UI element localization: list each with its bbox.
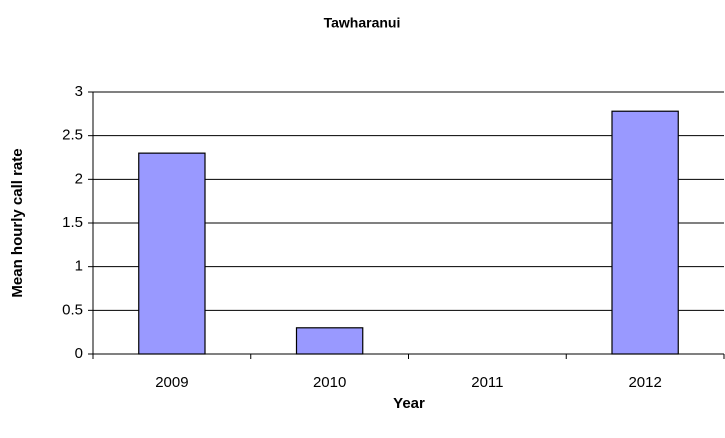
y-tick-label: 0 bbox=[75, 345, 83, 362]
y-tick-label: 3 bbox=[75, 83, 83, 100]
bar bbox=[138, 152, 206, 355]
y-tick-label: 0.5 bbox=[62, 301, 83, 318]
x-tick-label: 2012 bbox=[628, 374, 661, 391]
chart-title: Tawharanui bbox=[324, 15, 401, 31]
x-axis-label: Year bbox=[393, 395, 425, 412]
bar bbox=[611, 110, 679, 355]
y-axis-label: Mean hourly call rate bbox=[9, 148, 26, 297]
y-tick-label: 2 bbox=[75, 170, 83, 187]
y-tick-label: 2.5 bbox=[62, 127, 83, 144]
x-tick-label: 2009 bbox=[155, 374, 188, 391]
y-tick-label: 1.5 bbox=[62, 214, 83, 231]
x-tick-label: 2011 bbox=[471, 374, 503, 391]
bar bbox=[295, 327, 364, 355]
y-tick-label: 1 bbox=[75, 258, 83, 275]
x-tick-label: 2010 bbox=[313, 374, 346, 391]
